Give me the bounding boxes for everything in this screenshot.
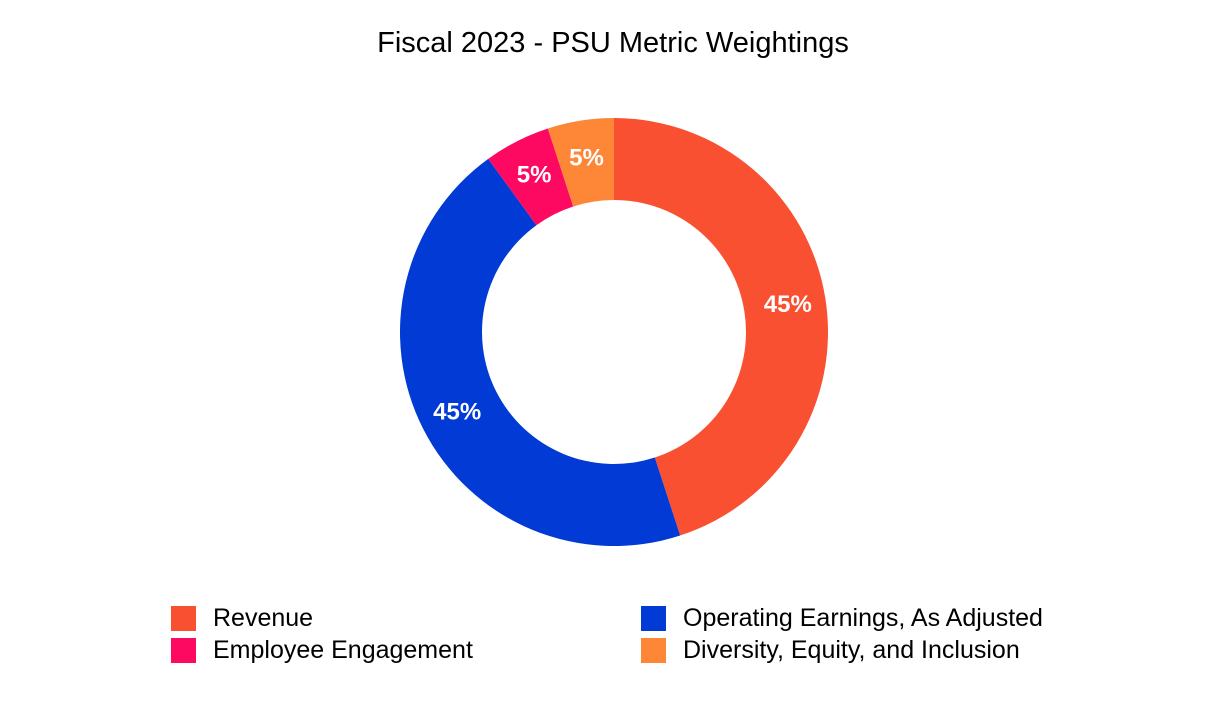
legend-swatch-diversity-equity-inclusion: [641, 637, 666, 663]
legend-swatch-revenue: [171, 605, 196, 631]
legend-swatch-operating-earnings: [641, 605, 666, 631]
legend-item-employee-engagement: Employee Engagement: [171, 635, 473, 665]
slice-employee-engagement: [488, 128, 574, 226]
slice-label-revenue: 45%: [764, 291, 812, 318]
legend-label-employee-engagement: Employee Engagement: [213, 636, 473, 664]
chart-title: Fiscal 2023 - PSU Metric Weightings: [377, 27, 849, 59]
slice-revenue: [614, 118, 828, 536]
slice-operating-earnings-as-adjusted: [400, 158, 681, 546]
donut-slices: [400, 118, 828, 546]
slice-diversity-equity-and-inclusion: [547, 118, 614, 207]
legend-item-diversity-equity-inclusion: Diversity, Equity, and Inclusion: [641, 635, 1020, 665]
slice-label-employee-engagement: 5%: [517, 162, 552, 189]
donut-labels: 45% 45% 5% 5%: [433, 145, 812, 426]
slice-label-diversity-equity-and-inclusion: 5%: [569, 145, 604, 172]
legend-item-revenue: Revenue: [171, 603, 313, 633]
legend-swatch-employee-engagement: [171, 637, 196, 663]
legend-label-diversity-equity-inclusion: Diversity, Equity, and Inclusion: [683, 636, 1020, 664]
slice-label-operating-earnings-as-adjusted: 45%: [433, 398, 481, 425]
legend-item-operating-earnings: Operating Earnings, As Adjusted: [641, 603, 1043, 633]
legend-label-revenue: Revenue: [213, 604, 314, 632]
legend-label-operating-earnings: Operating Earnings, As Adjusted: [683, 604, 1043, 632]
